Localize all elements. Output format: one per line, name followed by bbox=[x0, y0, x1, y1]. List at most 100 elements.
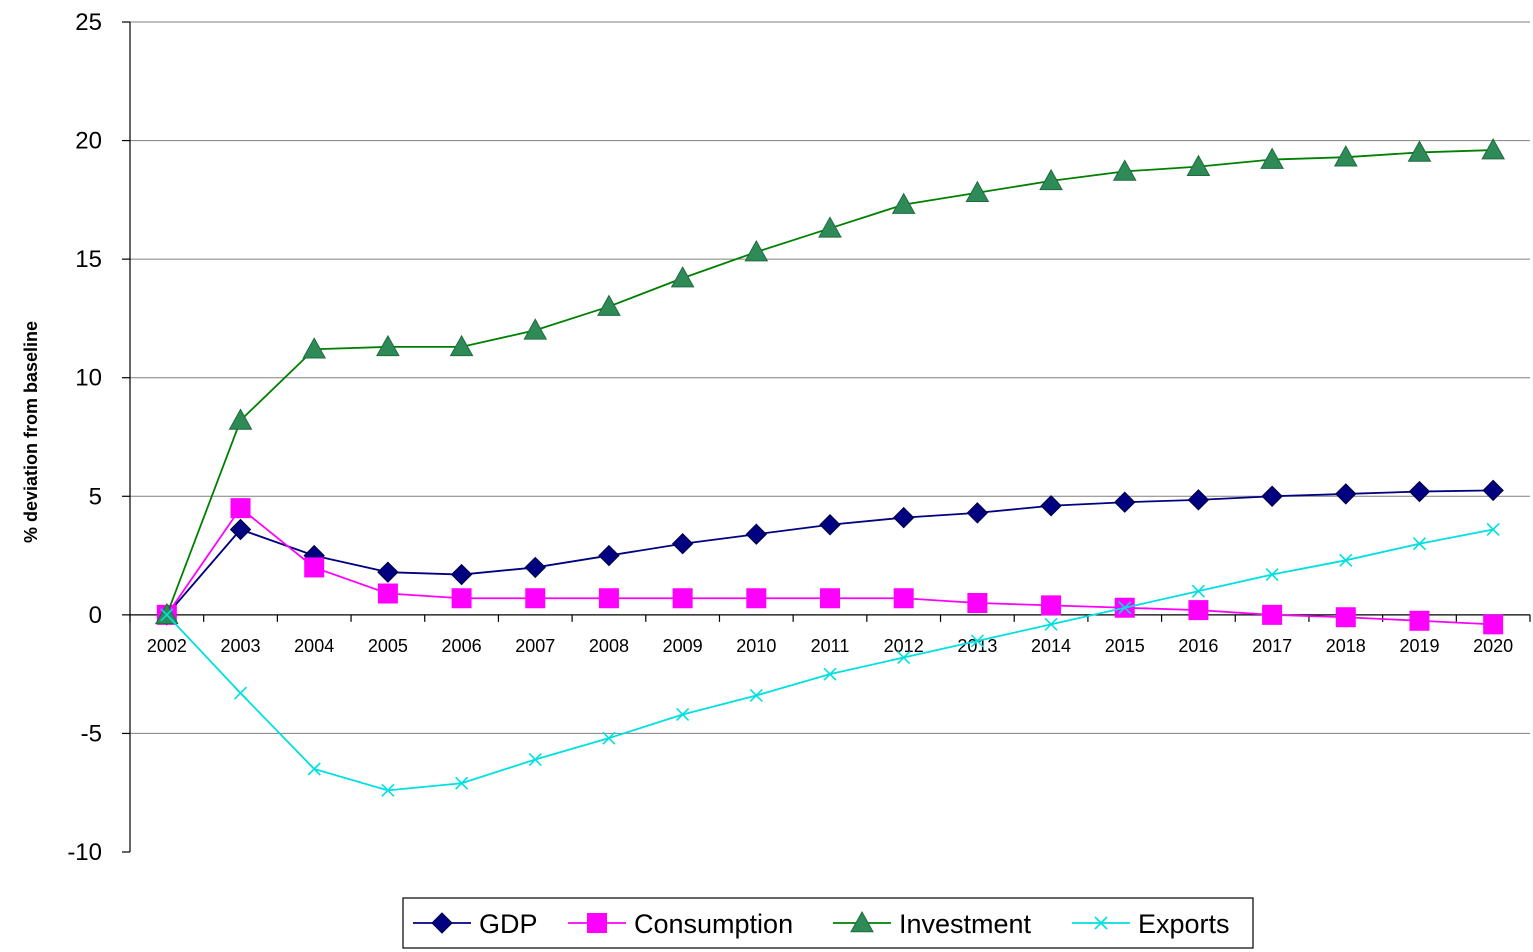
data-point-gdp bbox=[1187, 489, 1210, 511]
data-point-gdp bbox=[524, 556, 546, 579]
series-layer bbox=[154, 138, 1506, 797]
x-tick-label: 2003 bbox=[221, 636, 261, 656]
legend-marker-investment bbox=[850, 910, 874, 933]
data-point-gdp bbox=[1261, 485, 1283, 507]
data-point-consumption bbox=[746, 588, 767, 609]
data-point-investment bbox=[1407, 140, 1432, 162]
x-tick-label: 2017 bbox=[1252, 636, 1292, 656]
data-point-investment bbox=[449, 334, 474, 357]
x-tick-label: 2019 bbox=[1399, 636, 1439, 656]
data-point-consumption bbox=[1041, 595, 1062, 616]
legend-marker-consumption bbox=[587, 913, 607, 933]
data-point-investment bbox=[1260, 147, 1284, 169]
data-point-exports bbox=[381, 783, 395, 797]
data-point-consumption bbox=[1335, 607, 1356, 628]
data-point-exports bbox=[528, 752, 542, 767]
y-axis-title: % deviation from baseline bbox=[21, 321, 41, 543]
legend-label-investment: Investment bbox=[899, 909, 1032, 939]
data-point-exports bbox=[455, 776, 469, 790]
legend-item-gdp: GDP bbox=[413, 909, 538, 939]
legend-item-exports: Exports bbox=[1072, 909, 1230, 939]
data-point-gdp bbox=[1408, 480, 1431, 503]
data-point-gdp bbox=[1335, 483, 1357, 505]
y-axis-title-group: % deviation from baseline bbox=[21, 321, 41, 543]
legend-label-gdp: GDP bbox=[479, 909, 538, 939]
axes: -10 -5 0 5 10 15 20 25 2002 2003 2004 2005 2006 2007 2… bbox=[67, 9, 1531, 866]
y-tick-label: 20 bbox=[75, 128, 102, 155]
data-point-exports bbox=[1118, 601, 1132, 615]
series-exports bbox=[160, 522, 1500, 797]
series-consumption bbox=[156, 498, 1504, 635]
data-point-gdp bbox=[229, 518, 252, 541]
data-point-consumption bbox=[230, 498, 251, 519]
data-point-investment bbox=[523, 318, 548, 340]
data-point-exports bbox=[1265, 567, 1279, 582]
data-point-exports bbox=[823, 667, 837, 681]
data-point-exports bbox=[897, 650, 911, 665]
legend-label-consumption: Consumption bbox=[634, 909, 793, 939]
x-tick-label: 2012 bbox=[884, 636, 924, 656]
data-point-exports bbox=[1339, 553, 1353, 567]
y-tick-label: 15 bbox=[75, 246, 102, 273]
data-point-exports bbox=[1486, 522, 1500, 537]
data-point-consumption bbox=[304, 557, 325, 578]
data-point-investment bbox=[1112, 159, 1137, 181]
data-point-investment bbox=[1039, 168, 1063, 191]
data-point-exports bbox=[160, 608, 174, 622]
data-point-exports bbox=[749, 688, 763, 703]
data-point-investment bbox=[670, 266, 695, 288]
data-point-consumption bbox=[1188, 600, 1209, 621]
data-point-consumption bbox=[820, 588, 840, 609]
data-point-consumption bbox=[1483, 614, 1504, 635]
data-point-exports bbox=[233, 686, 248, 700]
legend-item-consumption: Consumption bbox=[568, 909, 793, 939]
x-tick-label: 2008 bbox=[589, 636, 629, 656]
data-point-consumption bbox=[893, 588, 914, 609]
data-point-investment bbox=[744, 239, 769, 262]
data-point-gdp bbox=[671, 533, 694, 555]
data-point-consumption bbox=[598, 588, 619, 609]
data-point-consumption bbox=[672, 588, 693, 609]
data-point-gdp bbox=[1482, 479, 1504, 502]
data-point-consumption bbox=[1409, 610, 1430, 631]
x-tick-label: 2016 bbox=[1178, 636, 1218, 656]
x-tick-label: 2002 bbox=[147, 636, 187, 656]
x-tick-label: 2005 bbox=[368, 636, 408, 656]
data-point-gdp bbox=[1114, 491, 1136, 513]
data-point-gdp bbox=[966, 502, 989, 524]
x-tick-label: 2011 bbox=[811, 636, 850, 656]
y-tick-label: 25 bbox=[75, 9, 102, 36]
data-point-consumption bbox=[451, 588, 472, 609]
y-tick-label: -10 bbox=[67, 839, 102, 866]
data-point-investment bbox=[891, 192, 916, 214]
data-point-consumption bbox=[1262, 604, 1283, 625]
x-tick-label: 2013 bbox=[957, 636, 997, 656]
data-point-consumption bbox=[377, 583, 398, 604]
data-point-consumption bbox=[967, 593, 988, 613]
x-tick-label: 2006 bbox=[442, 636, 482, 656]
legend-marker-gdp bbox=[431, 912, 453, 934]
data-point-exports bbox=[602, 731, 616, 745]
y-tick-label: 10 bbox=[75, 365, 102, 392]
x-tick-label: 2009 bbox=[663, 636, 703, 656]
data-point-exports bbox=[307, 762, 321, 776]
x-tick-label: 2018 bbox=[1326, 636, 1366, 656]
data-point-gdp bbox=[598, 544, 620, 567]
data-point-exports bbox=[1412, 537, 1427, 551]
x-tick-label: 2010 bbox=[736, 636, 776, 656]
data-point-gdp bbox=[892, 506, 915, 529]
series-line-exports bbox=[166, 528, 1494, 792]
data-point-investment bbox=[228, 408, 253, 430]
data-point-exports bbox=[1044, 617, 1058, 631]
x-tick-label: 2014 bbox=[1031, 636, 1071, 656]
x-tick-label: 2015 bbox=[1105, 636, 1145, 656]
gridlines bbox=[130, 21, 1530, 734]
data-point-investment bbox=[302, 337, 327, 359]
data-point-gdp bbox=[377, 561, 399, 583]
data-point-investment bbox=[376, 334, 400, 357]
data-point-investment bbox=[597, 294, 621, 316]
series-investment bbox=[154, 138, 1506, 625]
data-point-exports bbox=[970, 634, 984, 648]
data-point-investment bbox=[1481, 138, 1506, 160]
data-point-exports bbox=[676, 707, 690, 722]
